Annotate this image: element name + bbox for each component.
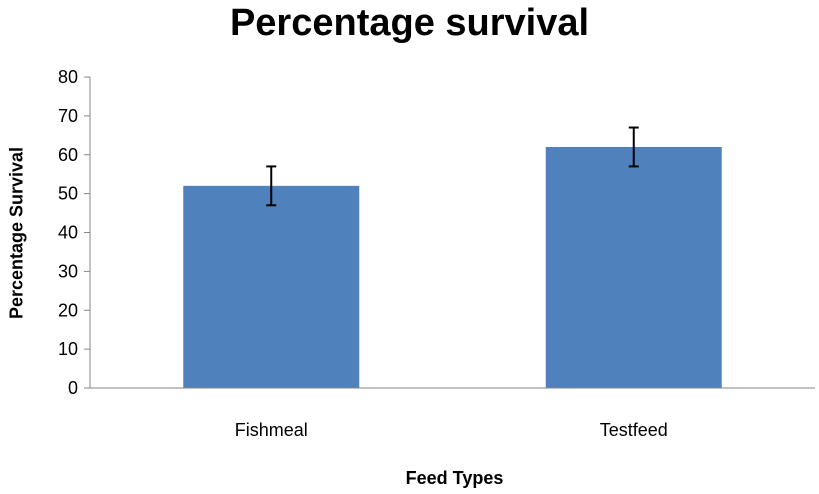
y-tick-label: 30 — [58, 261, 78, 281]
x-tick-label: Testfeed — [600, 420, 668, 440]
x-tick-label: Fishmeal — [235, 420, 308, 440]
x-axis-title: Feed Types — [405, 468, 504, 488]
error-bar-testfeed — [628, 126, 639, 168]
y-tick-label: 20 — [58, 300, 78, 320]
y-tick-label: 0 — [68, 378, 78, 398]
bar-fishmeal — [183, 185, 360, 388]
error-bars — [266, 126, 639, 207]
y-tick-label: 40 — [58, 223, 78, 243]
error-bar-fishmeal — [266, 165, 277, 207]
x-axis-labels: Fishmeal Testfeed — [235, 420, 668, 440]
chart-title: Percentage survival — [229, 2, 590, 44]
y-tick-label: 10 — [58, 339, 78, 359]
y-tick-label: 80 — [58, 67, 78, 87]
y-tick-label: 70 — [58, 106, 78, 126]
y-tick-label: 60 — [58, 145, 78, 165]
y-tick-label: 50 — [58, 184, 78, 204]
y-axis-title: Percentage Survival — [6, 146, 27, 320]
y-axis-ticks: 0 10 20 30 40 50 60 70 80 — [58, 67, 90, 398]
bar-testfeed — [545, 146, 722, 388]
bars — [183, 146, 722, 388]
